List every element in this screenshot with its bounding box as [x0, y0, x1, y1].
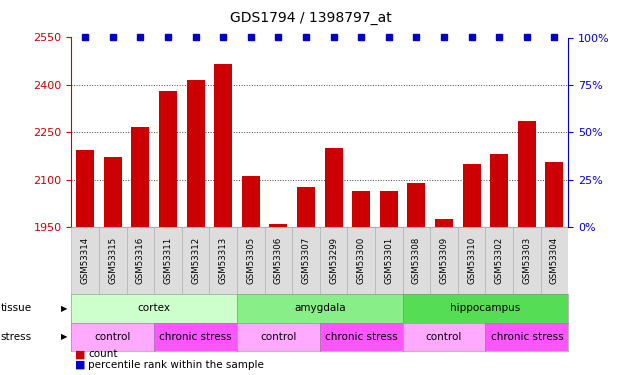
Text: ▶: ▶: [61, 304, 67, 313]
Text: GSM53310: GSM53310: [467, 237, 476, 284]
Bar: [132, 128, 150, 227]
Text: GSM53313: GSM53313: [219, 237, 228, 284]
Text: GSM53315: GSM53315: [108, 237, 117, 284]
Bar: [209, 227, 237, 294]
Text: amygdala: amygdala: [294, 303, 346, 313]
Bar: [104, 158, 122, 227]
Bar: [325, 148, 343, 227]
Bar: [242, 176, 260, 227]
Bar: [214, 64, 232, 227]
Bar: [182, 227, 209, 294]
Bar: [402, 227, 430, 294]
Text: chronic stress: chronic stress: [160, 332, 232, 342]
Text: GSM53303: GSM53303: [522, 237, 532, 284]
Text: GSM53316: GSM53316: [136, 237, 145, 284]
Text: GSM53312: GSM53312: [191, 237, 200, 284]
Bar: [159, 91, 177, 227]
Text: ■: ■: [75, 360, 85, 370]
Text: GSM53305: GSM53305: [247, 237, 255, 284]
Bar: [513, 227, 541, 294]
Text: GSM53304: GSM53304: [550, 237, 559, 284]
Text: ■: ■: [75, 349, 85, 359]
Bar: [490, 154, 508, 227]
Bar: [380, 190, 398, 227]
Bar: [541, 227, 568, 294]
Bar: [320, 227, 347, 294]
Bar: [458, 227, 486, 294]
Text: GSM53314: GSM53314: [81, 237, 89, 284]
Text: chronic stress: chronic stress: [325, 332, 397, 342]
Text: GSM53311: GSM53311: [163, 237, 173, 284]
Text: GSM53308: GSM53308: [412, 237, 421, 284]
Text: GSM53307: GSM53307: [302, 237, 310, 284]
Text: control: control: [426, 332, 462, 342]
Text: GSM53301: GSM53301: [384, 237, 393, 284]
Text: cortex: cortex: [138, 303, 171, 313]
Bar: [518, 121, 536, 227]
Bar: [435, 219, 453, 227]
Bar: [486, 227, 513, 294]
Bar: [270, 224, 288, 227]
Bar: [463, 164, 481, 227]
Bar: [154, 227, 182, 294]
Text: GSM53309: GSM53309: [440, 237, 448, 284]
Bar: [237, 227, 265, 294]
Text: count: count: [88, 349, 118, 359]
Bar: [187, 80, 204, 227]
Text: GSM53302: GSM53302: [495, 237, 504, 284]
Bar: [297, 188, 315, 227]
Text: control: control: [260, 332, 297, 342]
Text: percentile rank within the sample: percentile rank within the sample: [88, 360, 264, 370]
Bar: [99, 227, 127, 294]
Text: GSM53306: GSM53306: [274, 237, 283, 284]
Text: ▶: ▶: [61, 332, 67, 341]
Text: hippocampus: hippocampus: [450, 303, 520, 313]
Text: GSM53299: GSM53299: [329, 237, 338, 284]
Text: stress: stress: [1, 332, 32, 342]
Text: GSM53300: GSM53300: [356, 237, 366, 284]
Bar: [352, 190, 370, 227]
Bar: [71, 227, 99, 294]
Bar: [347, 227, 375, 294]
Text: control: control: [94, 332, 131, 342]
Bar: [545, 162, 563, 227]
Bar: [407, 183, 425, 227]
Bar: [375, 227, 402, 294]
Text: chronic stress: chronic stress: [491, 332, 563, 342]
Bar: [265, 227, 292, 294]
Bar: [76, 150, 94, 227]
Text: tissue: tissue: [1, 303, 32, 313]
Bar: [430, 227, 458, 294]
Text: GDS1794 / 1398797_at: GDS1794 / 1398797_at: [230, 11, 391, 25]
Bar: [292, 227, 320, 294]
Bar: [127, 227, 154, 294]
